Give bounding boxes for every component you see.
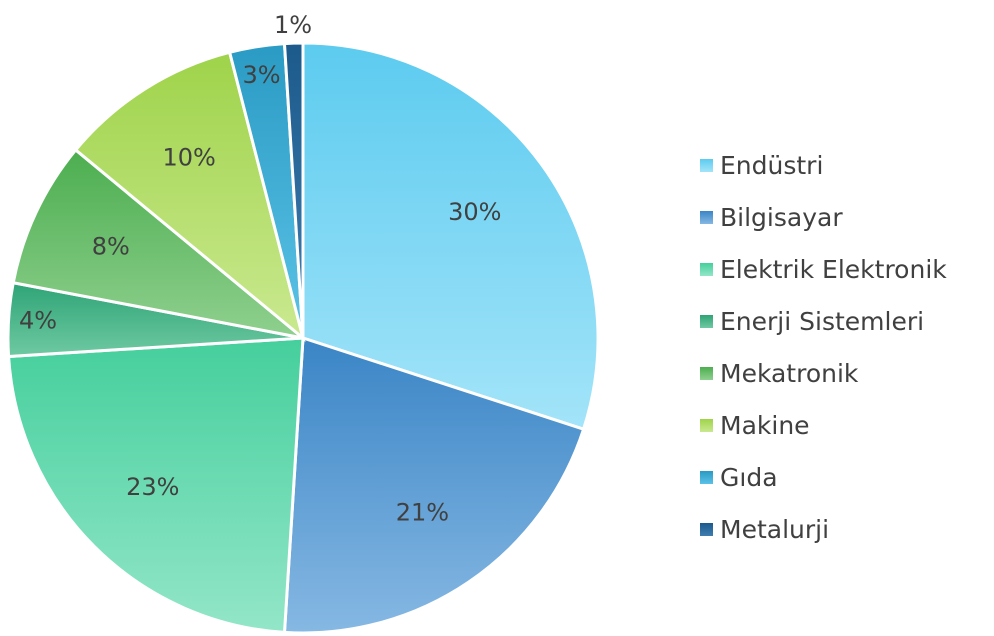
pie-slice-1: [301, 41, 600, 432]
legend-label: Bilgisayar: [720, 202, 843, 232]
pie-slice-2: [282, 335, 586, 635]
slice-value-label: 3%: [242, 61, 280, 89]
legend-item: Mekatronik: [700, 347, 947, 399]
legend-item: Bilgisayar: [700, 191, 947, 243]
legend-swatch: [700, 262, 713, 276]
slice-value-label: 8%: [92, 233, 130, 261]
slice-value-label: 4%: [19, 306, 57, 334]
pie-slice-5: [11, 147, 304, 340]
legend-item: Endüstri: [700, 139, 947, 191]
slice-value-label: 23%: [126, 473, 179, 501]
legend-item: Elektrik Elektronik: [700, 243, 947, 295]
legend-item: Makine: [700, 399, 947, 451]
legend-swatch: [700, 418, 713, 432]
pie-slice-3: [6, 336, 305, 635]
slice-value-label: 30%: [448, 198, 501, 226]
pie-slice-8: [282, 41, 305, 339]
legend-swatch: [700, 314, 713, 328]
legend-label: Enerji Sistemleri: [720, 306, 925, 336]
slice-value-label: 21%: [396, 499, 449, 527]
legend-swatch: [700, 470, 713, 484]
legend-label: Mekatronik: [720, 358, 859, 388]
legend-item: Enerji Sistemleri: [700, 295, 947, 347]
legend: Endüstri Bilgisayar Elektrik Elektronik Ene…: [700, 139, 947, 555]
legend-label: Makine: [720, 410, 810, 440]
legend-swatch: [700, 210, 713, 224]
pie-slice-6: [73, 50, 306, 343]
legend-label: Metalurji: [720, 514, 830, 544]
legend-item: Metalurji: [700, 503, 947, 555]
legend-label: Endüstri: [720, 150, 824, 180]
legend-item: Gıda: [700, 451, 947, 503]
legend-swatch: [700, 366, 713, 380]
legend-label: Gıda: [720, 462, 778, 492]
slice-value-label: 1%: [274, 11, 312, 39]
legend-swatch: [700, 158, 713, 172]
legend-swatch: [700, 522, 713, 536]
legend-label: Elektrik Elektronik: [720, 254, 947, 284]
slice-value-label: 10%: [163, 144, 216, 172]
